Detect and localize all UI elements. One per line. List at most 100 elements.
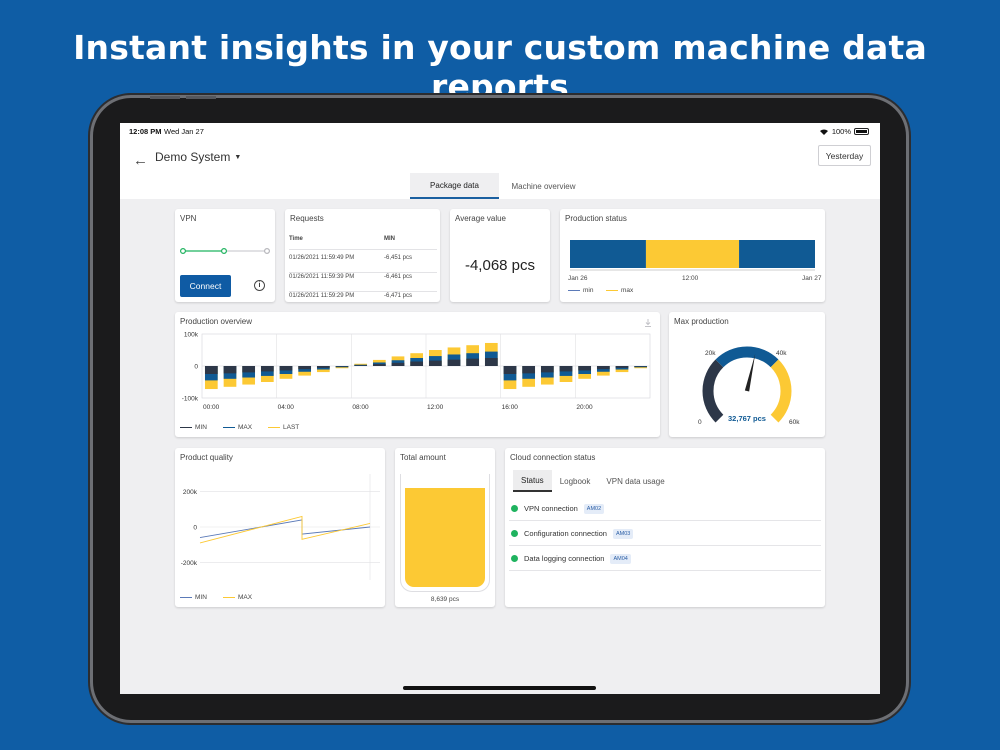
production-bar (204, 366, 218, 374)
y-tick-label: -200k (181, 560, 198, 567)
requests-title: Requests (290, 214, 324, 223)
main-tabs: Package data Machine overview (410, 173, 588, 199)
headline: Instant insights in your custom machine … (73, 28, 927, 106)
vpn-card: VPN Connect i (175, 209, 275, 302)
x-tick-label: 20:00 (576, 404, 593, 411)
production-bar (428, 360, 442, 366)
gauge-band (715, 346, 779, 368)
connection-label: VPN connection (524, 504, 578, 513)
production-bar (503, 366, 517, 374)
info-icon[interactable]: i (254, 280, 265, 291)
legend-min: min (568, 287, 593, 294)
total-amount-container (400, 474, 490, 592)
y-tick-label: 200k (183, 489, 198, 496)
legend-min-label: MIN (195, 424, 207, 431)
list-item: VPN connection AM02 (509, 497, 821, 521)
status-segment (739, 240, 815, 268)
product-quality-chart: 200k 0 -200k (181, 474, 380, 580)
production-bar (335, 366, 349, 367)
status-x-label: Jan 26 (568, 275, 588, 282)
total-amount-title: Total amount (400, 453, 446, 462)
table-row: 01/26/2021 11:59:29 PM -6,471 pcs (289, 293, 437, 302)
status-time: 12:08 PM (129, 127, 162, 136)
status-x-label: Jan 27 (802, 275, 822, 282)
x-tick-label: 08:00 (352, 404, 369, 411)
production-bar (354, 365, 368, 366)
legend-min-label: min (583, 287, 594, 294)
production-bar (447, 359, 461, 366)
production-bar (634, 366, 648, 367)
vpn-title: VPN (180, 214, 197, 223)
legend-last: LAST (268, 424, 299, 431)
table-row: 01/26/2021 11:59:49 PM -6,451 pcs (289, 255, 437, 273)
cloud-status-tabs: Status Logbook VPN data usage (513, 470, 673, 492)
production-overview-chart: 100k 0 -100k 00:00 04:00 08:00 12:00 16:00 20:00 (182, 332, 651, 411)
legend-max: MAX (223, 594, 252, 601)
system-selector[interactable]: Demo System ▼ (155, 150, 241, 164)
gauge-needle (744, 353, 756, 392)
legend-min: MIN (180, 424, 207, 431)
average-value: -4,068 pcs (464, 257, 536, 274)
gauge-band (770, 359, 792, 423)
caret-down-icon: ▼ (234, 153, 242, 161)
gauge-tick-20k: 20k (705, 350, 716, 357)
x-tick-label: 16:00 (502, 404, 519, 411)
status-date: Wed Jan 27 (164, 127, 204, 136)
tab-vpn-data-usage[interactable]: VPN data usage (606, 476, 665, 486)
tab-logbook[interactable]: Logbook (559, 476, 591, 486)
production-bar (522, 366, 536, 374)
product-quality-title: Product quality (180, 453, 233, 462)
tab-status[interactable]: Status (513, 470, 552, 492)
requests-col-min: MIN (384, 236, 395, 242)
production-bar (391, 362, 405, 366)
production-status-bar (570, 240, 815, 271)
legend-last-label: LAST (283, 424, 300, 431)
back-arrow-icon[interactable]: ← (133, 152, 148, 169)
connection-badge: AM04 (610, 553, 631, 564)
production-bar (354, 364, 368, 366)
connection-label: Data logging connection (524, 554, 605, 563)
production-bar (484, 358, 498, 366)
status-dot-icon (511, 530, 518, 537)
production-bar (466, 358, 480, 366)
total-amount-value: 8,639 pcs (430, 596, 460, 603)
vpn-status-point (179, 247, 187, 255)
average-value-card: Average value -4,068 pcs (450, 209, 550, 302)
request-min: -6,461 pcs (384, 274, 413, 280)
production-bar (260, 366, 274, 372)
max-production-gauge (702, 346, 792, 423)
max-production-value: 32,767 pcs (728, 414, 766, 423)
legend-max: max (606, 287, 633, 294)
production-overview-title: Production overview (180, 317, 253, 326)
vpn-status-point (220, 247, 227, 255)
production-bar (615, 366, 629, 368)
average-title: Average value (455, 214, 506, 223)
status-dot-icon (511, 505, 518, 512)
vpn-status-line (179, 247, 270, 255)
production-overview-card: Production overview 100k 0 -100k 00:00 04:00… (175, 312, 660, 437)
y-tick-label: -100k (182, 396, 199, 403)
app-screen: 12:08 PM Wed Jan 27 100% ← Demo System ▼… (120, 123, 880, 694)
side-button (150, 96, 180, 99)
request-min: -6,471 pcs (384, 293, 413, 299)
connect-button[interactable]: Connect (180, 275, 231, 297)
production-bar (242, 366, 256, 373)
request-time: 01/26/2021 11:59:29 PM (289, 293, 355, 299)
legend-min: MIN (180, 594, 207, 601)
legend-max-label: MAX (238, 424, 253, 431)
x-tick-label: 12:00 (427, 404, 444, 411)
total-amount-card: Total amount 8,639 pcs (395, 448, 495, 607)
date-range-button[interactable]: Yesterday (818, 145, 871, 166)
tab-machine-overview[interactable]: Machine overview (511, 181, 576, 191)
gauge-band (702, 359, 724, 423)
tab-package-data[interactable]: Package data (410, 173, 499, 199)
production-bar (540, 366, 554, 373)
request-time: 01/26/2021 11:59:49 PM (289, 255, 355, 261)
download-icon[interactable] (643, 318, 653, 328)
production-bar (372, 364, 386, 366)
x-tick-label: 00:00 (203, 404, 220, 411)
status-dot-icon (511, 555, 518, 562)
production-bar (316, 366, 330, 368)
table-row: 01/26/2021 11:59:39 PM -6,461 pcs (289, 274, 437, 292)
request-time: 01/26/2021 11:59:39 PM (289, 274, 355, 280)
